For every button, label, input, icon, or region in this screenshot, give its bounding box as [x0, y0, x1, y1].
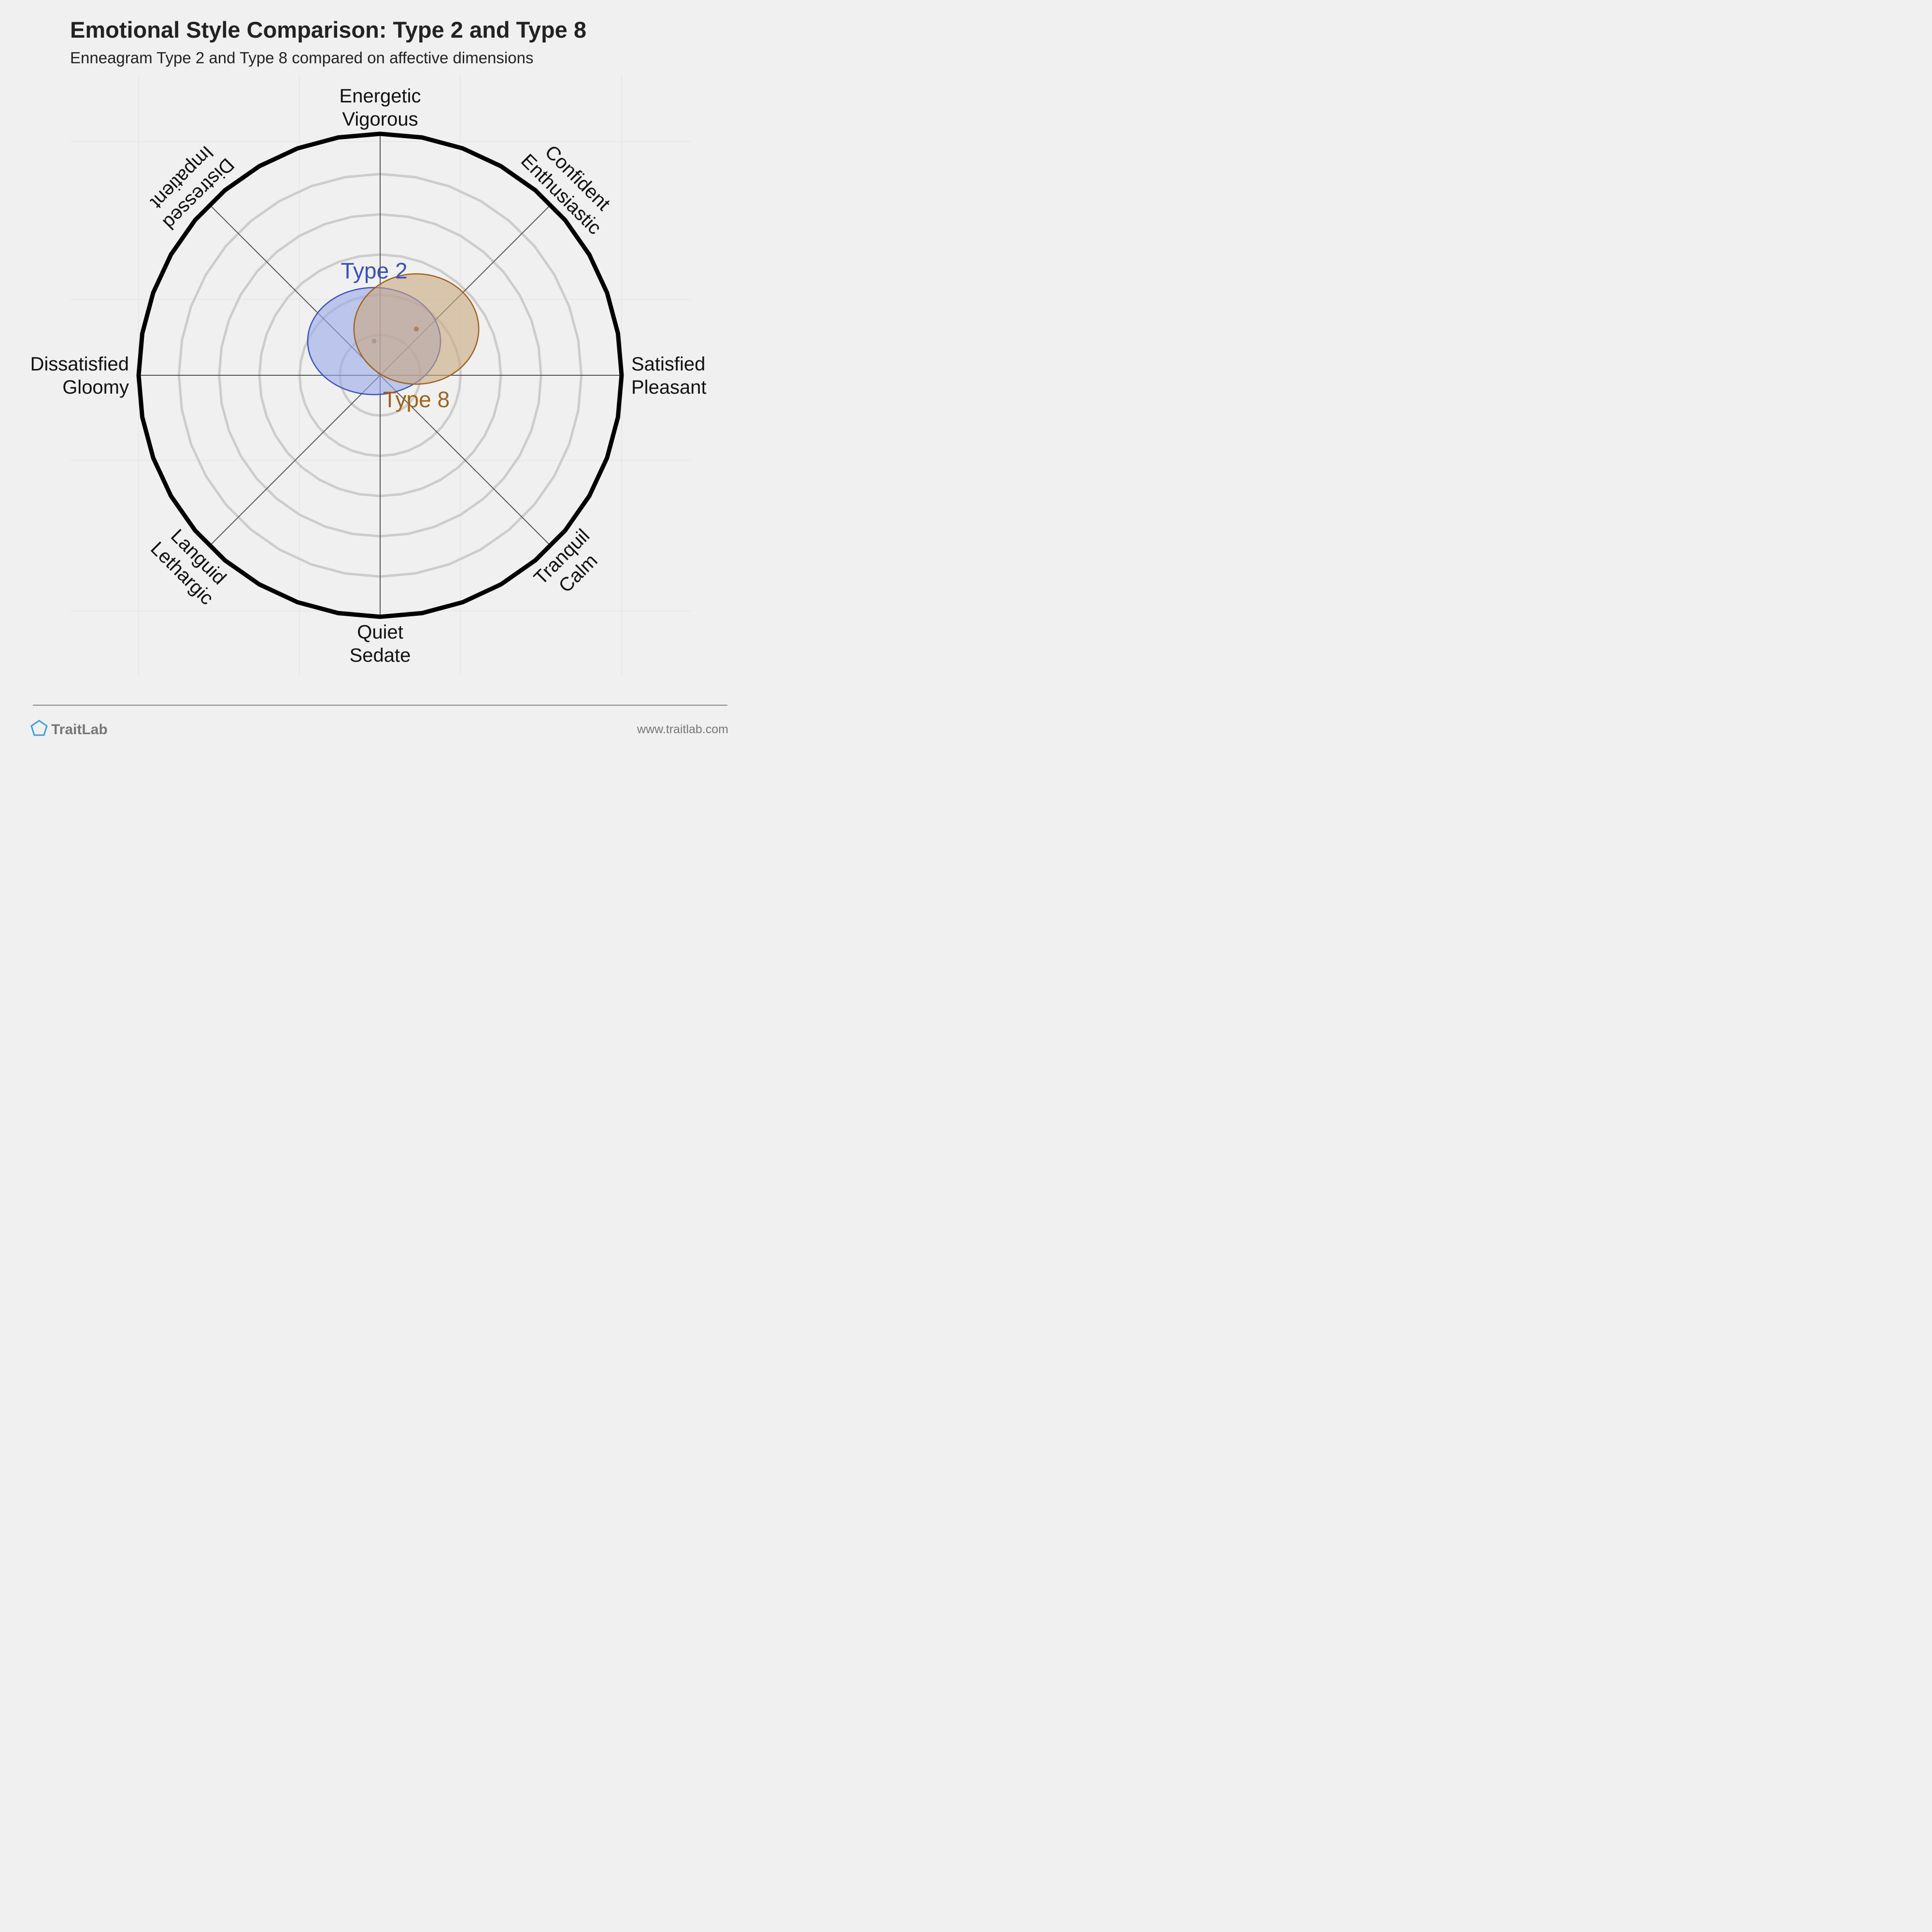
axis-label-line: Pleasant — [631, 377, 707, 398]
chart-title: Emotional Style Comparison: Type 2 and T… — [70, 17, 586, 43]
footer-brand[interactable]: TraitLab — [51, 722, 108, 738]
axis-label-line: Sedate — [350, 645, 411, 666]
axis-label-line: Vigorous — [342, 109, 418, 130]
series-center-point[interactable] — [414, 327, 419, 332]
axis-label-line: Energetic — [340, 85, 421, 107]
outer-ring — [136, 131, 624, 619]
axis-label: Dissatisfied Gloomy — [30, 354, 129, 398]
axis-label: Quiet Sedate — [350, 622, 411, 666]
emotion-chart: Emotional Style Comparison: Type 2 and T… — [30, 17, 728, 738]
axis-label-line: Gloomy — [62, 377, 129, 398]
series-labels: Type 2 Type 8 — [341, 258, 450, 412]
series-label-type-8: Type 8 — [383, 387, 450, 412]
axis-label-line: Satisfied — [631, 354, 705, 375]
series-group — [307, 273, 480, 396]
chart-subtitle: Enneagram Type 2 and Type 8 compared on … — [70, 49, 533, 67]
footer-url[interactable]: www.traitlab.com — [637, 723, 728, 736]
axis-label: Satisfied Pleasant — [631, 354, 707, 398]
axis-label: Energetic Vigorous — [340, 85, 421, 130]
outer-ring-circle — [136, 131, 624, 619]
series-label-type-2: Type 2 — [341, 258, 407, 283]
traitlab-logo-icon — [30, 720, 48, 736]
axis-label-line: Dissatisfied — [30, 354, 129, 375]
axis-label-line: Quiet — [357, 622, 403, 643]
